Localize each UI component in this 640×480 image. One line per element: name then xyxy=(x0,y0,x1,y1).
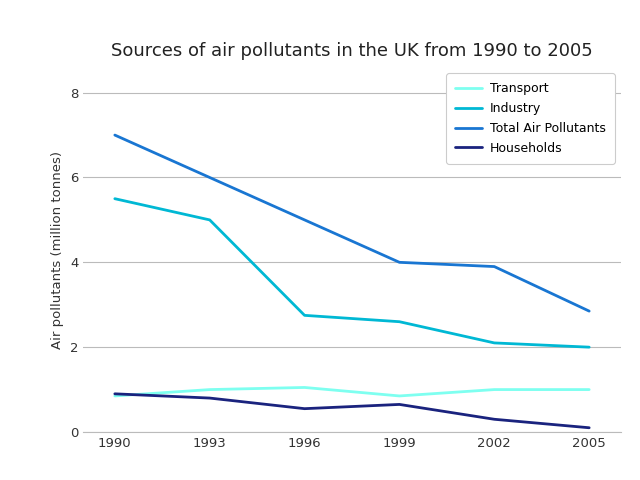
Transport xyxy=(586,387,593,393)
Households xyxy=(301,406,308,411)
Industry xyxy=(301,312,308,318)
Transport xyxy=(111,393,118,399)
Line: Industry: Industry xyxy=(115,199,589,347)
Total Air Pollutants xyxy=(206,175,214,180)
Total Air Pollutants xyxy=(490,264,498,269)
Industry xyxy=(586,344,593,350)
Industry xyxy=(206,217,214,223)
Line: Transport: Transport xyxy=(115,387,589,396)
Transport xyxy=(396,393,403,399)
Line: Households: Households xyxy=(115,394,589,428)
Households xyxy=(490,416,498,422)
Households xyxy=(111,391,118,396)
Industry xyxy=(490,340,498,346)
Total Air Pollutants xyxy=(111,132,118,138)
Total Air Pollutants xyxy=(586,308,593,314)
Y-axis label: Air pollutants (million tonnes): Air pollutants (million tonnes) xyxy=(51,151,64,348)
Total Air Pollutants xyxy=(396,260,403,265)
Transport xyxy=(490,387,498,393)
Total Air Pollutants xyxy=(301,217,308,223)
Households xyxy=(586,425,593,431)
Households xyxy=(206,395,214,401)
Industry xyxy=(111,196,118,202)
Transport xyxy=(301,384,308,390)
Households xyxy=(396,402,403,408)
Transport xyxy=(206,387,214,393)
Industry xyxy=(396,319,403,324)
Legend: Transport, Industry, Total Air Pollutants, Households: Transport, Industry, Total Air Pollutant… xyxy=(446,73,614,164)
Line: Total Air Pollutants: Total Air Pollutants xyxy=(115,135,589,311)
Title: Sources of air pollutants in the UK from 1990 to 2005: Sources of air pollutants in the UK from… xyxy=(111,42,593,60)
